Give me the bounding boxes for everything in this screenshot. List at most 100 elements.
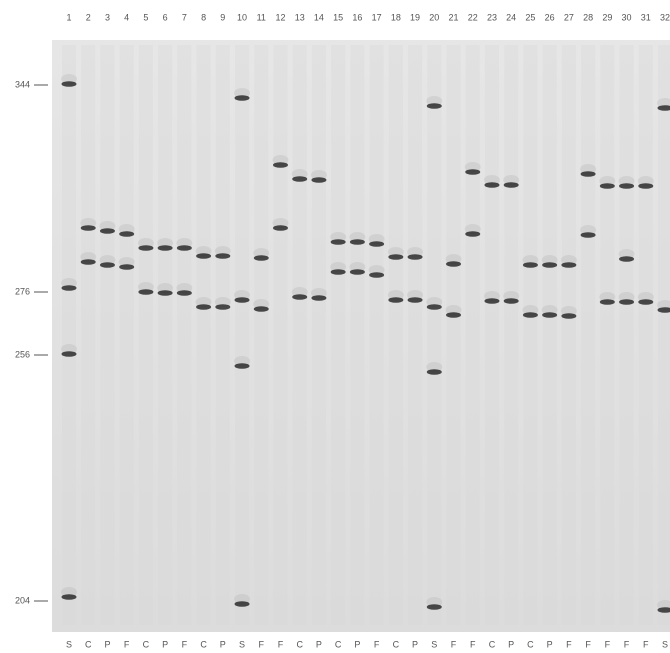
band-halo [61,278,77,288]
band-halo [368,234,385,244]
lane-label: F [643,639,649,649]
lane-smear [254,45,269,625]
lane-smear [484,45,499,625]
lane-label: F [605,639,611,649]
band-halo [253,248,270,258]
lane-label: C [296,639,303,649]
lane-smear [504,45,519,625]
lane-label: P [162,639,168,649]
band-halo [599,292,616,302]
band [503,182,519,188]
band [99,228,115,234]
band-halo [522,255,539,265]
band [465,169,481,175]
lane-label: C [489,639,496,649]
lane-smear [311,45,326,625]
band [292,294,308,300]
band [99,262,115,268]
band [599,299,615,305]
band-halo [118,224,135,234]
lane-number: 28 [583,12,593,22]
lane-number: 15 [333,12,343,22]
lane-smear [658,45,670,625]
size-marker-label: 204 [15,595,30,605]
band [388,254,404,260]
band [215,253,231,259]
band [157,245,173,251]
band-halo [349,232,366,242]
lane-label: P [104,639,110,649]
band-halo [157,283,174,293]
lane-number: 14 [314,12,324,22]
band [196,253,212,259]
lane-label: C [393,639,400,649]
lane-number: 2 [86,12,91,22]
lane-smear [600,45,615,625]
band-halo [61,587,77,597]
lane-smear [619,45,634,625]
band [484,182,500,188]
lane-label: F [470,639,476,649]
lane-smear [542,45,557,625]
band [657,607,670,613]
band [542,262,558,268]
band [580,171,596,177]
lane-number: 24 [506,12,516,22]
band [234,601,250,607]
band-halo [234,356,251,366]
band-halo [541,255,558,265]
band-halo [291,169,308,179]
band [638,183,654,189]
band [253,306,269,312]
band-halo [253,299,270,309]
band [176,290,192,296]
band-halo [560,306,577,316]
band-halo [580,225,597,235]
band-halo [387,247,404,257]
band-halo [407,247,424,257]
band-halo [195,246,212,256]
band [176,245,192,251]
size-marker-label: 344 [15,79,30,89]
lane-smear [331,45,346,625]
band [196,304,212,310]
lane-number: 23 [487,12,497,22]
band [61,594,77,600]
band-halo [176,238,193,248]
lane-number: 27 [564,12,574,22]
band-halo [291,287,308,297]
lane-label: F [624,639,630,649]
band-halo [137,282,154,292]
band-halo [560,255,577,265]
lane-label: F [278,639,284,649]
band [253,255,269,261]
lane-smear [177,45,192,625]
band [446,261,462,267]
lane-number: 10 [237,12,247,22]
band [426,103,442,109]
band-halo [407,290,424,300]
lane-label: P [508,639,514,649]
band-halo [618,249,635,259]
band-halo [61,344,77,354]
band-halo [387,290,404,300]
band [61,285,77,291]
lane-smear [100,45,115,625]
band-halo [599,176,616,186]
band-halo [99,255,116,265]
band-halo [195,297,212,307]
lane-number: 20 [429,12,439,22]
lane-label: P [220,639,226,649]
lane-number: 31 [641,12,651,22]
band [426,304,442,310]
band-halo [483,291,500,301]
band-halo [426,96,443,106]
band [561,262,577,268]
band [426,369,442,375]
band-halo [310,288,327,298]
lane-label: P [316,639,322,649]
lane-number: 11 [257,12,266,22]
lane-label: P [412,639,418,649]
lane-smear [446,45,461,625]
